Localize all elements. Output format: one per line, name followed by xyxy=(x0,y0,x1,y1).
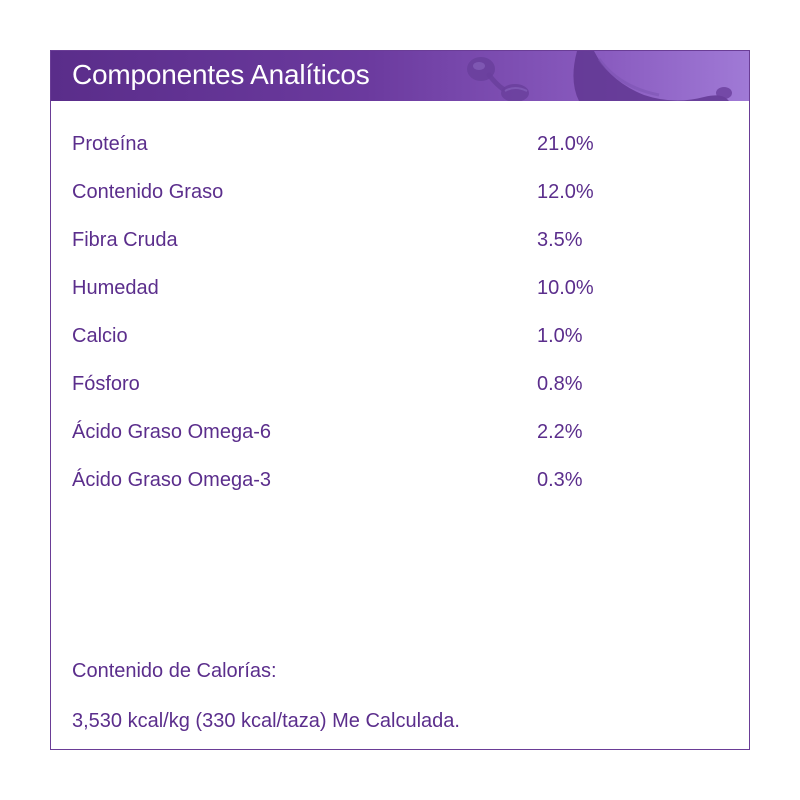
list-item: Humedad 10.0% xyxy=(72,273,732,303)
sausage-treat-icon xyxy=(467,51,732,101)
component-value: 2.2% xyxy=(537,421,583,443)
component-label: Ácido Graso Omega-3 xyxy=(72,469,271,491)
component-label: Proteína xyxy=(72,133,148,155)
component-value: 3.5% xyxy=(537,229,583,251)
component-label: Contenido Graso xyxy=(72,181,224,203)
component-value: 12.0% xyxy=(537,181,594,203)
component-label: Ácido Graso Omega-6 xyxy=(72,421,271,443)
calories-title: Contenido de Calorías: xyxy=(72,660,277,682)
calories-value: 3,530 kcal/kg (330 kcal/taza) Me Calcula… xyxy=(72,710,460,732)
list-item: Fibra Cruda 3.5% xyxy=(72,225,732,255)
list-item: Calcio 1.0% xyxy=(72,321,732,351)
component-value: 0.3% xyxy=(537,469,583,491)
component-value: 10.0% xyxy=(537,277,594,299)
component-value: 0.8% xyxy=(537,373,583,395)
list-item: Ácido Graso Omega-6 2.2% xyxy=(72,417,732,447)
component-label: Humedad xyxy=(72,277,159,299)
component-label: Fibra Cruda xyxy=(72,229,178,251)
list-item: Fósforo 0.8% xyxy=(72,369,732,399)
list-item: Ácido Graso Omega-3 0.3% xyxy=(72,465,732,495)
component-value: 21.0% xyxy=(537,133,594,155)
component-label: Fósforo xyxy=(72,373,140,395)
component-value: 1.0% xyxy=(537,325,583,347)
list-item: Proteína 21.0% xyxy=(72,129,732,159)
list-item: Contenido Graso 12.0% xyxy=(72,177,732,207)
panel-title: Componentes Analíticos xyxy=(72,59,370,90)
panel-header: Componentes Analíticos xyxy=(51,51,749,101)
component-label: Calcio xyxy=(72,325,128,347)
analysis-panel: Componentes Analíticos Proteína 21.0% Co… xyxy=(50,50,750,750)
